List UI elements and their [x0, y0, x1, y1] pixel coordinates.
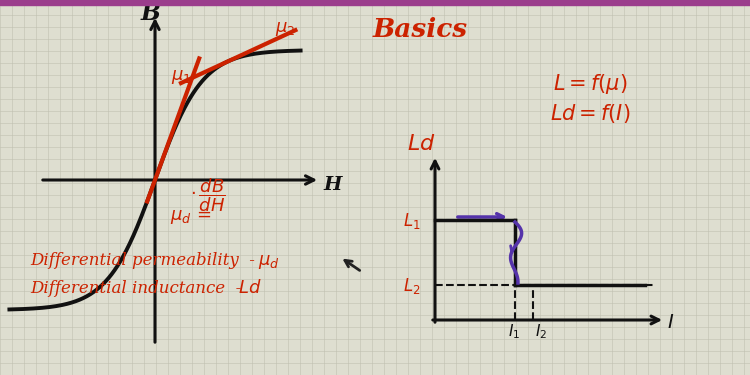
Text: Basics: Basics — [373, 17, 467, 42]
Text: $L_2$: $L_2$ — [403, 276, 421, 296]
Text: $Ld = f(I)$: $Ld = f(I)$ — [550, 102, 630, 125]
Text: Differential inductance  -: Differential inductance - — [30, 280, 247, 297]
Text: $L_1$: $L_1$ — [403, 211, 421, 231]
Text: $L = f(\mu)$: $L = f(\mu)$ — [553, 72, 627, 96]
Text: $Ld$: $Ld$ — [407, 133, 436, 155]
Text: $I_1$: $I_1$ — [508, 322, 520, 341]
Text: $I_2$: $I_2$ — [535, 322, 548, 341]
Text: $Ld$: $Ld$ — [238, 279, 262, 297]
Text: H: H — [323, 176, 341, 194]
Text: $\mu_2$: $\mu_2$ — [274, 20, 295, 38]
Text: Differential permeability  -: Differential permeability - — [30, 252, 260, 269]
Text: $\cdot\,\dfrac{dB}{dH}$: $\cdot\,\dfrac{dB}{dH}$ — [190, 176, 226, 214]
Text: B: B — [141, 1, 161, 25]
Text: $I$: $I$ — [667, 314, 674, 332]
Text: $\mu_1$: $\mu_1$ — [170, 68, 191, 86]
Text: $\mu_d\,=$: $\mu_d\,=$ — [170, 208, 211, 226]
Text: $\mu_d$: $\mu_d$ — [258, 253, 280, 271]
